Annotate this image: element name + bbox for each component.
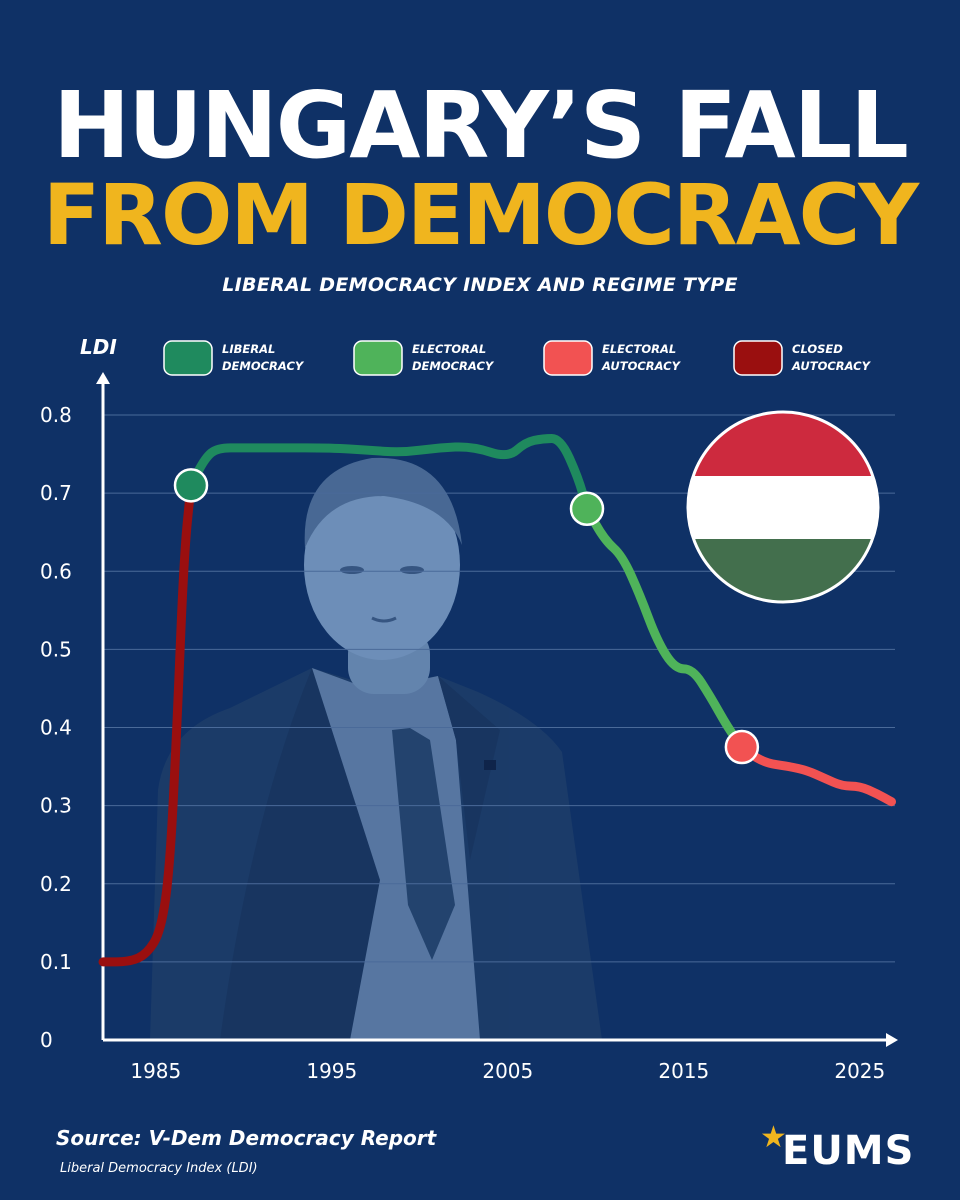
chart-gridlines bbox=[103, 414, 895, 963]
x-tick-label: 1985 bbox=[130, 1059, 181, 1083]
transition-marker-liberal-democracy bbox=[173, 468, 209, 503]
title-line-1: HUNGARY’S FALL bbox=[53, 72, 909, 179]
y-tick-label: 0.1 bbox=[40, 950, 72, 974]
legend-item-closed-autocracy: CLOSED AUTOCRACY bbox=[733, 340, 872, 376]
y-axis-tick-labels: 0 0.1 0.2 0.3 0.4 0.5 0.6 0.7 0.8 bbox=[40, 403, 72, 1052]
legend-swatch-electoral-autocracy bbox=[543, 340, 593, 376]
y-tick-label: 0.3 bbox=[40, 794, 72, 818]
y-tick-label: 0 bbox=[40, 1028, 53, 1052]
x-tick-label: 1995 bbox=[306, 1059, 357, 1083]
x-axis-tick-labels: 1985 1995 2005 2015 2025 bbox=[130, 1059, 885, 1083]
series-line-closed-autocracy bbox=[98, 480, 196, 967]
logo-text: EUMS bbox=[782, 1128, 915, 1174]
regime-transition-markers bbox=[173, 468, 760, 765]
series-line-electoral-democracy bbox=[582, 504, 747, 752]
chart-legend: LIBERAL DEMOCRACY ELECTORAL DEMOCRACY EL… bbox=[163, 340, 872, 376]
source-citation: Source: V-Dem Democracy Report bbox=[56, 1126, 437, 1150]
y-axis-label: LDI bbox=[80, 335, 117, 359]
legend-swatch-closed-autocracy bbox=[733, 340, 783, 376]
y-tick-label: 0.7 bbox=[40, 481, 72, 505]
legend-item-electoral-autocracy: ELECTORAL AUTOCRACY bbox=[543, 340, 682, 376]
y-tick-label: 0.8 bbox=[40, 403, 72, 427]
eums-logo: ★ EUMS bbox=[760, 1120, 920, 1174]
legend-label-electoral-auto-line1: ELECTORAL bbox=[602, 342, 676, 356]
legend-swatch-electoral-democracy bbox=[353, 340, 403, 376]
transition-marker-electoral-autocracy bbox=[724, 729, 760, 765]
legend-label-electoral-dem-line2: DEMOCRACY bbox=[412, 359, 495, 373]
legend-label-liberal-line1: LIBERAL bbox=[222, 342, 275, 356]
chart-axes bbox=[96, 372, 898, 1047]
man-in-suit-portrait bbox=[150, 457, 602, 1040]
legend-label-closed-line1: CLOSED bbox=[792, 342, 843, 356]
x-tick-label: 2015 bbox=[658, 1059, 709, 1083]
legend-swatch-liberal-democracy bbox=[163, 340, 213, 376]
hungary-flag-icon bbox=[686, 410, 880, 604]
y-axis-arrowhead bbox=[96, 372, 110, 384]
chart-series bbox=[98, 433, 896, 967]
y-tick-label: 0.4 bbox=[40, 716, 72, 740]
legend-item-liberal-democracy: LIBERAL DEMOCRACY bbox=[163, 340, 305, 376]
x-axis-arrowhead bbox=[886, 1033, 898, 1047]
legend-item-electoral-democracy: ELECTORAL DEMOCRACY bbox=[353, 340, 495, 376]
y-tick-label: 0.5 bbox=[40, 637, 72, 661]
series-line-electoral-autocracy bbox=[737, 742, 896, 807]
star-icon: ★ bbox=[760, 1120, 787, 1155]
legend-label-liberal-line2: DEMOCRACY bbox=[222, 359, 305, 373]
flag-border bbox=[686, 410, 880, 604]
chart-subtitle: LIBERAL DEMOCRACY INDEX AND REGIME TYPE bbox=[222, 274, 738, 296]
y-tick-label: 0.6 bbox=[40, 559, 72, 583]
series-line-liberal-democracy bbox=[186, 433, 592, 514]
legend-label-electoral-dem-line1: ELECTORAL bbox=[412, 342, 486, 356]
source-note: Liberal Democracy Index (LDI) bbox=[60, 1161, 258, 1176]
flag-red-stripe bbox=[688, 412, 878, 476]
title-line-2: FROM DEMOCRACY bbox=[42, 166, 919, 264]
x-tick-label: 2005 bbox=[482, 1059, 533, 1083]
legend-label-electoral-auto-line2: AUTOCRACY bbox=[601, 359, 682, 373]
legend-label-closed-line2: AUTOCRACY bbox=[791, 359, 872, 373]
ldi-line-chart: 0 0.1 0.2 0.3 0.4 0.5 0.6 0.7 0.8 1985 1995 2005 20… bbox=[40, 335, 898, 1083]
transition-marker-electoral-democracy bbox=[569, 491, 605, 526]
y-tick-label: 0.2 bbox=[40, 872, 72, 896]
x-tick-label: 2025 bbox=[834, 1059, 885, 1083]
flag-white-stripe bbox=[688, 476, 878, 539]
